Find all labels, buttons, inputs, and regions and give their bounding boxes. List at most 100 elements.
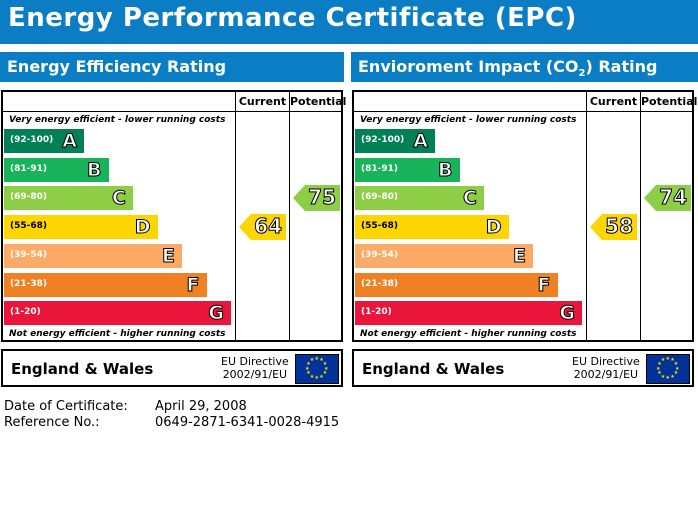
band-range: (21-38)	[361, 278, 399, 289]
band-range: (92-100)	[10, 135, 54, 145]
band-range: (1-20)	[10, 307, 41, 318]
region-label: England & Wales	[11, 360, 154, 378]
band-range: (1-20)	[361, 307, 392, 318]
eu-star-icon: ★	[673, 360, 679, 367]
column-divider	[640, 92, 641, 340]
rating-band-g: (1-20) G	[4, 301, 231, 326]
impact-heading-sub: 2	[578, 68, 586, 80]
current-rating-value: 58	[605, 214, 634, 239]
rating-band-g: (1-20) G	[355, 301, 582, 326]
rating-band-d: (55-68) D	[355, 215, 509, 240]
potential-rating-value: 74	[659, 185, 688, 210]
bottom-caption: Not energy efficient - higher running co…	[9, 329, 226, 339]
impact-heading-post: ) Rating	[585, 57, 658, 76]
rating-band-f: (21-38) F	[355, 272, 558, 297]
directive-line1: EU Directive	[221, 355, 289, 368]
eu-star-icon: ★	[675, 365, 680, 372]
eu-star-icon: ★	[319, 373, 324, 380]
reference-value: 0649-2871-6341-0028-4915	[155, 415, 340, 430]
band-range: (69-80)	[361, 192, 399, 203]
potential-rating-value: 75	[308, 185, 337, 210]
directive-line2: 2002/91/EU	[573, 368, 639, 381]
rating-band-b: (81-91) B	[4, 157, 109, 182]
band-letter: B	[86, 158, 102, 181]
band-letter: D	[485, 216, 502, 239]
eu-star-icon: ★	[673, 370, 679, 377]
bottom-caption: Not energy efficient - higher running co…	[360, 329, 577, 339]
rating-band-b: (81-91) B	[355, 157, 460, 182]
date-label: Date of Certificate:	[4, 399, 128, 414]
band-letter: C	[463, 187, 478, 210]
page-title: Energy Performance Certificate (EPC)	[8, 3, 577, 33]
potential-column-header: Potential	[290, 95, 347, 108]
eu-star-icon: ★	[322, 360, 328, 367]
potential-column-header: Potential	[641, 95, 698, 108]
column-divider	[235, 92, 236, 340]
band-letter: G	[208, 302, 225, 325]
reference-label: Reference No.:	[4, 415, 100, 430]
rating-band-f: (21-38) F	[4, 272, 207, 297]
eu-star-icon: ★	[657, 370, 662, 377]
eu-star-icon: ★	[314, 356, 319, 362]
eu-star-icon: ★	[665, 375, 670, 381]
rating-band-d: (55-68) D	[4, 215, 158, 240]
rating-band-a: (92-100) A	[355, 129, 435, 153]
band-range: (81-91)	[10, 163, 48, 174]
column-divider	[586, 92, 587, 340]
band-range: (21-38)	[10, 278, 48, 289]
band-letter: E	[162, 244, 176, 267]
eu-directive: EU Directive 2002/91/EU	[221, 355, 289, 381]
rating-band-e: (39-54) E	[355, 243, 533, 268]
impact-rating-panel: Current Potential Very energy efficient …	[352, 90, 698, 342]
region-label: England & Wales	[362, 360, 505, 378]
efficiency-heading-bar: Energy Efficiency Rating	[0, 52, 344, 82]
eu-star-icon: ★	[309, 357, 315, 364]
eu-star-icon: ★	[306, 360, 311, 367]
eu-star-icon: ★	[305, 365, 310, 372]
directive-line2: 2002/91/EU	[222, 368, 288, 381]
band-letter: F	[537, 273, 551, 296]
band-range: (69-80)	[10, 192, 48, 203]
current-rating-value: 64	[254, 214, 283, 239]
current-column-header: Current	[589, 95, 638, 108]
eu-star-icon: ★	[657, 360, 662, 367]
impact-footer: England & Wales EU Directive 2002/91/EU …	[352, 349, 694, 387]
eu-flag-icon: ★ ★ ★ ★ ★ ★ ★ ★ ★ ★ ★ ★	[295, 354, 339, 384]
directive-line1: EU Directive	[572, 355, 640, 368]
rating-band-c: (69-80) C	[4, 186, 133, 211]
eu-star-icon: ★	[322, 370, 328, 377]
band-range: (92-100)	[361, 135, 405, 145]
eu-star-icon: ★	[660, 373, 666, 380]
rating-band-a: (92-100) A	[4, 129, 84, 153]
band-range: (55-68)	[361, 221, 399, 232]
band-letter: C	[112, 187, 127, 210]
rating-band-e: (39-54) E	[4, 243, 182, 268]
column-divider	[289, 92, 290, 340]
efficiency-footer: England & Wales EU Directive 2002/91/EU …	[1, 349, 343, 387]
eu-star-icon: ★	[670, 357, 675, 364]
eu-star-icon: ★	[665, 356, 670, 362]
impact-heading: Envioroment Impact (CO2) Rating	[358, 57, 657, 79]
impact-heading-bar: Envioroment Impact (CO2) Rating	[351, 52, 698, 82]
top-caption: Very energy efficient - lower running co…	[9, 115, 226, 125]
eu-flag-icon: ★ ★ ★ ★ ★ ★ ★ ★ ★ ★ ★ ★	[646, 354, 690, 384]
date-value: April 29, 2008	[155, 399, 247, 414]
eu-star-icon: ★	[319, 357, 324, 364]
band-letter: G	[559, 302, 576, 325]
band-letter: A	[413, 130, 429, 153]
band-range: (55-68)	[10, 221, 48, 232]
rating-band-c: (69-80) C	[355, 186, 484, 211]
eu-star-icon: ★	[324, 365, 329, 372]
current-rating-arrow: 64	[239, 214, 286, 241]
band-range: (81-91)	[361, 163, 399, 174]
eu-star-icon: ★	[309, 373, 315, 380]
current-column-header: Current	[238, 95, 287, 108]
band-range: (39-54)	[10, 249, 48, 260]
eu-directive: EU Directive 2002/91/EU	[572, 355, 640, 381]
eu-star-icon: ★	[670, 373, 675, 380]
eu-star-icon: ★	[314, 375, 319, 381]
potential-rating-arrow: 74	[644, 185, 691, 212]
current-rating-arrow: 58	[590, 214, 637, 241]
efficiency-rating-panel: Current Potential Very energy efficient …	[1, 90, 347, 342]
potential-rating-arrow: 75	[293, 185, 340, 212]
